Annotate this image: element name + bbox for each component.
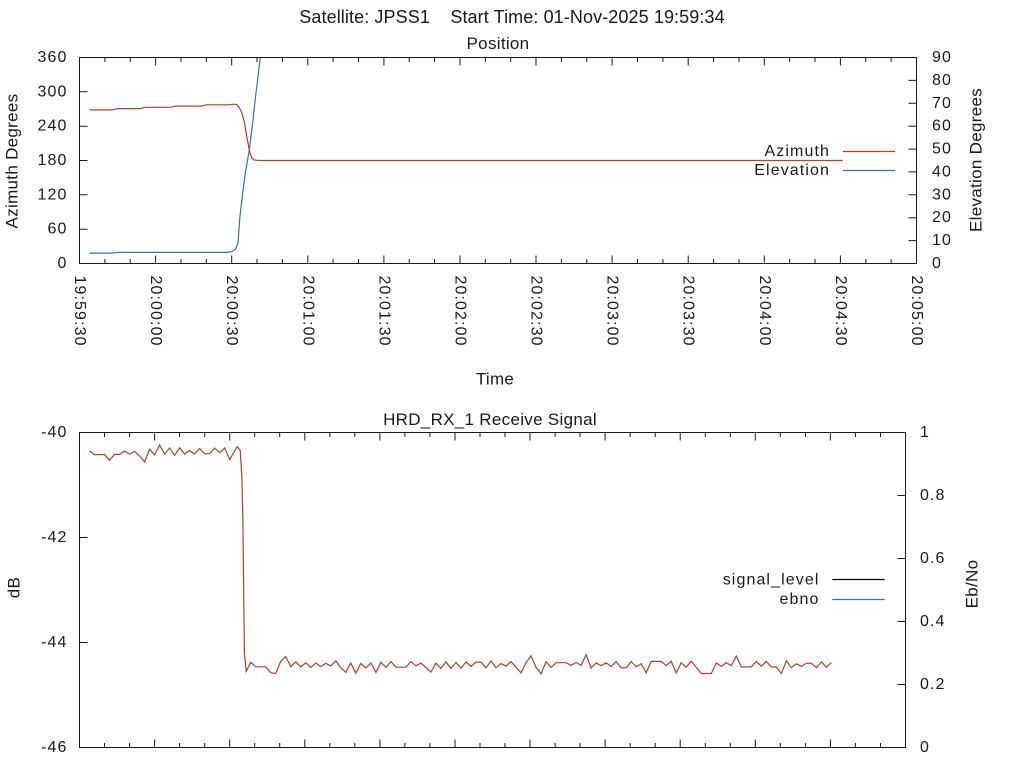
svg-text:360: 360 [38,49,68,66]
svg-text:Azimuth: Azimuth [765,143,831,160]
svg-text:signal_level: signal_level [723,572,820,589]
svg-text:Azimuth Degrees: Azimuth Degrees [3,94,22,229]
svg-text:ebno: ebno [780,591,820,608]
svg-text:-40: -40 [41,424,67,441]
svg-text:20:05:00: 20:05:00 [908,276,925,347]
svg-text:1: 1 [920,424,930,441]
svg-text:60: 60 [48,221,68,238]
svg-text:0.2: 0.2 [920,676,946,693]
svg-text:Time: Time [476,370,514,389]
svg-text:20:04:00: 20:04:00 [756,276,773,347]
svg-text:Elevation Degrees: Elevation Degrees [967,88,986,232]
svg-text:Satellite: JPSS1 Start Time: Satellite: JPSS1 Start Time: 01-Nov-2025… [299,7,724,27]
svg-text:0.4: 0.4 [920,613,946,630]
svg-text:-42: -42 [41,529,67,546]
svg-text:-46: -46 [41,739,67,756]
svg-text:70: 70 [932,95,952,112]
svg-text:20:01:30: 20:01:30 [375,276,392,347]
svg-text:HRD_RX_1 Receive Signal: HRD_RX_1 Receive Signal [383,410,597,429]
svg-text:0.6: 0.6 [920,550,946,567]
svg-text:19:59:30: 19:59:30 [71,276,88,347]
svg-text:60: 60 [932,118,952,135]
svg-text:20:03:30: 20:03:30 [680,276,697,347]
svg-text:20: 20 [932,209,952,226]
svg-text:0: 0 [920,739,930,756]
svg-text:180: 180 [38,152,68,169]
svg-text:0.8: 0.8 [920,487,946,504]
svg-text:20:04:30: 20:04:30 [832,276,849,347]
svg-text:90: 90 [932,49,952,66]
svg-text:240: 240 [38,118,68,135]
svg-text:Elevation: Elevation [754,162,830,179]
svg-text:20:00:00: 20:00:00 [147,276,164,347]
svg-text:0: 0 [932,255,942,272]
svg-text:80: 80 [932,72,952,89]
svg-text:-44: -44 [41,634,67,651]
svg-text:40: 40 [932,163,952,180]
svg-text:dB: dB [5,577,24,598]
svg-text:30: 30 [932,186,952,203]
svg-text:Eb/No: Eb/No [963,560,982,609]
svg-text:20:03:00: 20:03:00 [604,276,621,347]
svg-text:120: 120 [38,186,68,203]
svg-text:50: 50 [932,141,952,158]
svg-text:300: 300 [38,83,68,100]
svg-text:Position: Position [467,34,530,53]
svg-text:20:02:30: 20:02:30 [528,276,545,347]
svg-text:0: 0 [58,255,68,272]
svg-text:20:00:30: 20:00:30 [223,276,240,347]
svg-text:20:02:00: 20:02:00 [452,276,469,347]
svg-text:10: 10 [932,232,952,249]
svg-text:20:01:00: 20:01:00 [299,276,316,347]
